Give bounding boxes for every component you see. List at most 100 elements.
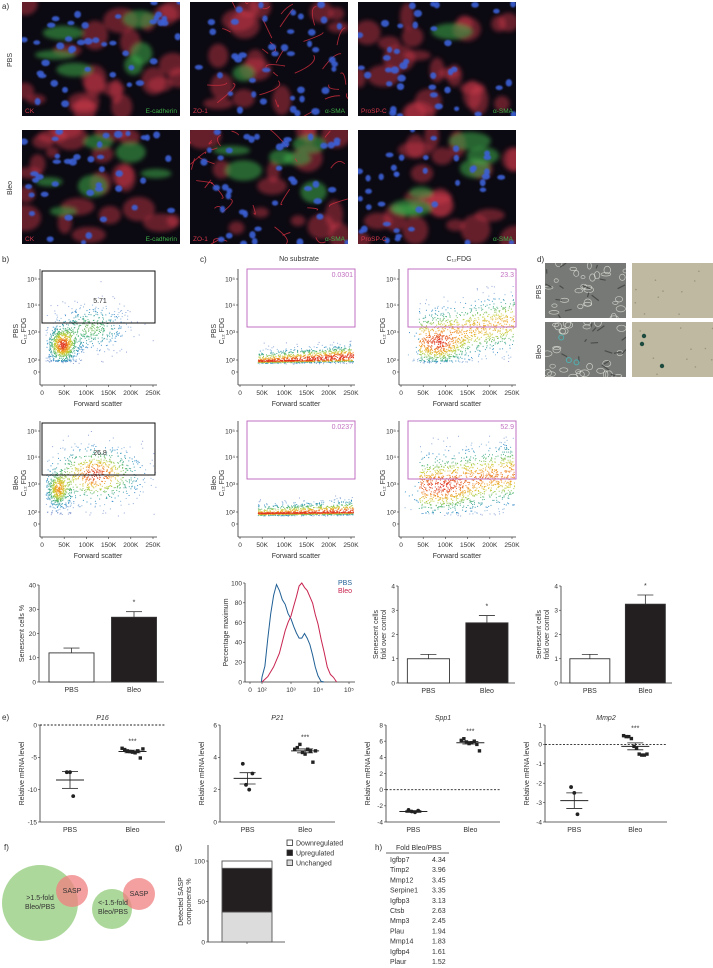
y-axis-label: C₁₂ FDG xyxy=(219,318,226,345)
legend-label-upregulated: Upregulated xyxy=(296,851,334,858)
table-row: Mmp14 1.83 xyxy=(390,939,446,946)
y-tick-label: -3 xyxy=(536,800,542,807)
micrograph-image: ZO-1 α-SMA xyxy=(190,2,348,116)
gate xyxy=(41,422,156,476)
legend-swatch-unchanged xyxy=(286,859,293,866)
y-tick-label: 0 xyxy=(538,742,542,749)
x-tick-label: Bleo xyxy=(638,688,652,695)
significance-marker: *** xyxy=(128,738,136,745)
fold-value: 1.83 xyxy=(432,939,446,946)
histogram-line-bleo xyxy=(261,582,338,683)
data-point xyxy=(459,738,463,743)
data-point xyxy=(293,747,297,751)
y-axis-label: C₁₂ FDG xyxy=(380,470,387,497)
x-tick-label: 150K xyxy=(460,542,476,549)
x-tick-label: 250K xyxy=(504,542,520,549)
y-tick-label: 100 xyxy=(194,858,205,865)
micrograph-image: ZO-1 α-SMA xyxy=(190,130,348,244)
y-tick-label: 8 xyxy=(379,722,383,729)
table-row: Igfbp4 1.61 xyxy=(390,949,446,956)
segment-unchanged xyxy=(221,911,273,943)
y-tick-label: 10⁵ xyxy=(225,429,235,436)
y-tick-label: 0 xyxy=(379,787,383,794)
data-point xyxy=(303,752,307,756)
y-tick-label: 60 xyxy=(235,620,243,627)
x-tick-label: 250K xyxy=(504,390,520,397)
x-tick-label: PBS xyxy=(567,827,581,834)
row-label-bleo: Bleo xyxy=(536,345,543,359)
x-tick-label: 0 xyxy=(399,390,403,397)
x-tick-label: 100K xyxy=(438,542,454,549)
micrograph-image: ProSP-C α-SMA xyxy=(358,130,516,244)
data-point xyxy=(477,749,482,753)
set-label: Bleo/PBS xyxy=(98,909,128,916)
y-tick-label: 50 xyxy=(198,899,206,906)
y-tick-label: 2 xyxy=(379,771,383,778)
y-tick-label: 10 xyxy=(29,655,37,662)
row-label-bleo: Bleo xyxy=(7,181,14,195)
x-tick-label: 100K xyxy=(277,542,293,549)
legend-label-unchanged: Unchanged xyxy=(296,861,332,868)
y-tick-label: 10⁴ xyxy=(386,303,396,310)
gate-value: 26.8 xyxy=(93,450,107,457)
phase-contrast-image xyxy=(545,322,626,377)
x-tick-label: 50K xyxy=(58,390,70,397)
fold-value: 2.45 xyxy=(432,918,446,925)
flow-plot-c-bleo-or-pbs: 0 10² 10³ 10⁴ 10⁵ 0 50K 100K 150K 200K 250K Forward… xyxy=(380,420,520,560)
x-tick-label: 0 xyxy=(399,542,403,549)
stain-label-green: α-SMA xyxy=(325,108,346,115)
table-row: Plaur 1.52 xyxy=(390,959,446,966)
y-tick-label: 10⁵ xyxy=(27,429,37,436)
y-tick-label: 20 xyxy=(235,660,243,667)
x-tick-label: PBS xyxy=(64,687,78,694)
heading-no-substrate: No substrate xyxy=(279,256,319,263)
fold-value: 3.45 xyxy=(432,877,446,884)
data-point xyxy=(645,752,649,756)
y-tick-label: 10⁵ xyxy=(386,277,396,284)
y-tick-label: 10⁴ xyxy=(27,455,37,462)
x-tick-label: 250K xyxy=(343,542,359,549)
y-tick-label: 10⁵ xyxy=(386,429,396,436)
data-point xyxy=(634,746,639,750)
y-tick-label: 40 xyxy=(235,640,243,647)
sasp-label: SASP xyxy=(130,891,149,898)
data-point xyxy=(621,733,626,738)
x-tick-label: 50K xyxy=(417,390,429,397)
data-point xyxy=(136,749,140,753)
x-tick-label: 50K xyxy=(58,542,70,549)
y-tick-label: 100 xyxy=(231,580,242,587)
fold-value: 1.61 xyxy=(432,949,446,956)
x-tick-label: 250K xyxy=(145,390,161,397)
event-dots xyxy=(407,285,516,364)
y-tick-label: 10³ xyxy=(28,482,38,489)
gene-name: Timp2 xyxy=(390,867,409,874)
y-axis-label: C₁₂ FDG xyxy=(219,470,226,497)
data-point xyxy=(247,787,252,792)
y-axis-label-line1: Senescent cells xyxy=(536,609,543,659)
bar-bleo xyxy=(111,616,157,683)
data-point xyxy=(250,771,255,776)
y-axis-label: C₁₂ FDG xyxy=(21,318,28,345)
x-tick-label: 0 xyxy=(40,542,44,549)
chart-title: Spp1 xyxy=(435,715,451,722)
panel-label-f: f) xyxy=(4,843,9,852)
fold-value: 4.34 xyxy=(432,857,446,864)
sasp-circle xyxy=(123,878,155,910)
x-tick-label: PBS xyxy=(421,688,435,695)
y-axis-label-line2: fold over control xyxy=(381,609,388,659)
set-label: Bleo/PBS xyxy=(25,904,55,911)
panel-label-e: e) xyxy=(2,713,9,722)
y-axis-label: C₁₂ FDG xyxy=(380,318,387,345)
y-tick-label: 6 xyxy=(213,722,217,729)
panel-label-c: c) xyxy=(200,255,207,264)
y-axis-label: Relative mRNA level xyxy=(19,741,26,805)
fold-set-circle xyxy=(92,889,132,929)
event-dots xyxy=(404,435,516,517)
data-point xyxy=(123,747,127,752)
y-tick-label: 10⁴ xyxy=(27,303,37,310)
x-tick-label: 50K xyxy=(256,542,268,549)
bar-pbs xyxy=(569,658,611,684)
group-label: PBS xyxy=(211,324,218,338)
x-tick-label: PBS xyxy=(406,827,420,834)
